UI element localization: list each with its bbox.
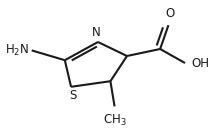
Text: N: N — [92, 26, 100, 39]
Text: CH$_3$: CH$_3$ — [103, 113, 126, 129]
Text: S: S — [69, 89, 77, 102]
Text: OH: OH — [191, 57, 209, 69]
Text: O: O — [166, 7, 175, 20]
Text: H$_2$N: H$_2$N — [6, 43, 30, 58]
